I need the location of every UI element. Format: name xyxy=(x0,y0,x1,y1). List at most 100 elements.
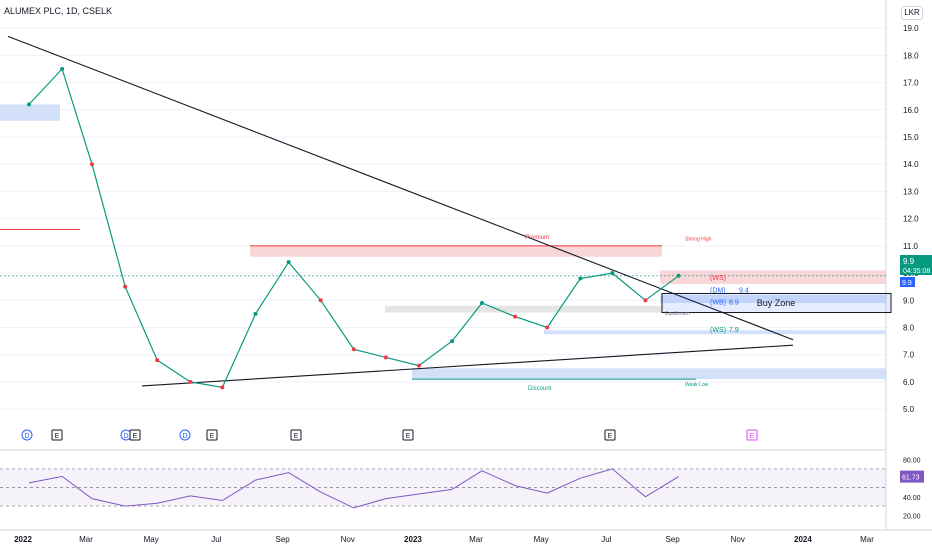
dm-label: (DM) xyxy=(710,287,726,294)
event-label: E xyxy=(210,433,215,440)
price-axis: 19.018.017.016.015.014.013.012.011.010.0… xyxy=(0,24,919,414)
price-point xyxy=(545,325,550,330)
price-point xyxy=(60,66,65,71)
price-point xyxy=(643,298,648,303)
rsi-tick-label: 20.00 xyxy=(903,513,921,520)
y-tick-label: 8.0 xyxy=(903,323,915,332)
demand-zone xyxy=(544,330,886,335)
y-tick-label: 9.0 xyxy=(903,296,915,305)
event-label: D xyxy=(123,433,128,440)
buy-zone: Buy Zone xyxy=(661,292,892,314)
symbol-title[interactable]: ALUMEX PLC, 1D, CSELK xyxy=(4,6,113,16)
earnings-marker xyxy=(746,429,758,441)
annotations: Premium Discount Strong High Weak Low Equili… xyxy=(525,235,749,392)
price-point xyxy=(513,314,518,319)
price-point xyxy=(450,339,455,344)
x-tick-label: Nov xyxy=(731,535,745,544)
x-tick-label: Sep xyxy=(665,535,680,544)
current-price-tag xyxy=(900,255,932,275)
weak-low-label: Weak Low xyxy=(685,382,709,388)
zones xyxy=(0,104,886,380)
current-price-value: 9.9 xyxy=(903,257,915,266)
x-tick-label: May xyxy=(534,535,549,544)
dm-value: 9.4 xyxy=(739,287,749,294)
event-label: D xyxy=(182,433,187,440)
wb-label: (WB) xyxy=(710,300,726,307)
x-tick-label: Mar xyxy=(860,535,874,544)
event-label: E xyxy=(750,433,755,440)
y-tick-label: 15.0 xyxy=(903,133,919,142)
buy-zone-label: Buy Zone xyxy=(757,298,796,308)
x-tick-label: 2024 xyxy=(794,535,812,544)
demand-zone xyxy=(412,368,886,380)
event-label: E xyxy=(406,433,411,440)
equilibrium-zone xyxy=(385,305,662,313)
ws-top-label: (WS) xyxy=(710,275,726,282)
price-point xyxy=(253,311,258,316)
y-tick-label: 18.0 xyxy=(903,51,919,60)
y-tick-label: 14.0 xyxy=(903,160,919,169)
supply-zone xyxy=(660,270,886,284)
price-point xyxy=(676,273,681,278)
ascending-trendline xyxy=(141,344,794,387)
earnings-marker xyxy=(402,429,414,441)
demand-zone xyxy=(0,104,60,121)
dividend-marker xyxy=(179,429,191,441)
x-tick-label: Mar xyxy=(469,535,483,544)
x-tick-label: Jul xyxy=(601,535,611,544)
y-tick-label: 11.0 xyxy=(903,242,919,251)
event-label: E xyxy=(55,433,60,440)
event-label: D xyxy=(24,433,29,440)
earnings-marker xyxy=(206,429,218,441)
discount-label: Discount xyxy=(528,386,552,392)
x-tick-label: Mar xyxy=(79,535,93,544)
y-tick-label: 7.0 xyxy=(903,351,915,360)
event-label: E xyxy=(133,433,138,440)
currency-button[interactable]: LKR xyxy=(901,6,923,20)
x-tick-label: 2022 xyxy=(14,535,32,544)
time-axis: 2022 Mar May Jul Sep Nov 2023 Mar May Jul Sep Nov 20… xyxy=(0,529,932,544)
countdown-value: 04:35:08 xyxy=(903,268,930,275)
y-tick-label: 19.0 xyxy=(903,24,919,33)
rsi-line xyxy=(28,468,679,509)
price-point xyxy=(27,102,31,107)
earnings-marker xyxy=(604,429,616,441)
price-point xyxy=(578,276,583,281)
demand-zone xyxy=(660,294,886,303)
y-tick-label: 12.0 xyxy=(903,215,919,224)
price-point xyxy=(416,363,421,368)
price-point xyxy=(318,298,323,303)
price-point xyxy=(188,379,193,384)
descending-trendline xyxy=(7,35,794,341)
ws-low-label: (WS) xyxy=(710,327,726,334)
equilibrium-label: Equilibrium xyxy=(665,311,690,317)
x-tick-label: 2023 xyxy=(404,535,422,544)
event-label: E xyxy=(608,433,613,440)
wb-value: 8.9 xyxy=(729,300,739,307)
price-point xyxy=(155,358,160,363)
event-label: E xyxy=(294,433,299,440)
price-point xyxy=(123,284,128,289)
price-point xyxy=(383,355,388,360)
y-tick-label: 13.0 xyxy=(903,187,919,196)
premium-label: Premium xyxy=(525,235,549,241)
price-tags: 9.9 04:35:08 9.9 xyxy=(900,255,932,287)
rsi-tick-label: 40.00 xyxy=(903,495,921,502)
rsi-value-tag xyxy=(900,470,924,483)
y-tick-label: 17.0 xyxy=(903,79,919,88)
price-point xyxy=(286,260,291,265)
y-tick-label: 5.0 xyxy=(903,405,915,414)
price-point xyxy=(90,162,95,167)
rsi-value: 61.73 xyxy=(902,475,920,482)
x-tick-label: May xyxy=(144,535,159,544)
earnings-marker xyxy=(290,429,302,441)
dividend-marker xyxy=(21,429,33,441)
x-tick-label: Nov xyxy=(341,535,355,544)
y-tick-label: 6.0 xyxy=(903,378,915,387)
price-point xyxy=(610,271,615,276)
x-tick-label: Sep xyxy=(275,535,290,544)
y-tick-label: 16.0 xyxy=(903,106,919,115)
